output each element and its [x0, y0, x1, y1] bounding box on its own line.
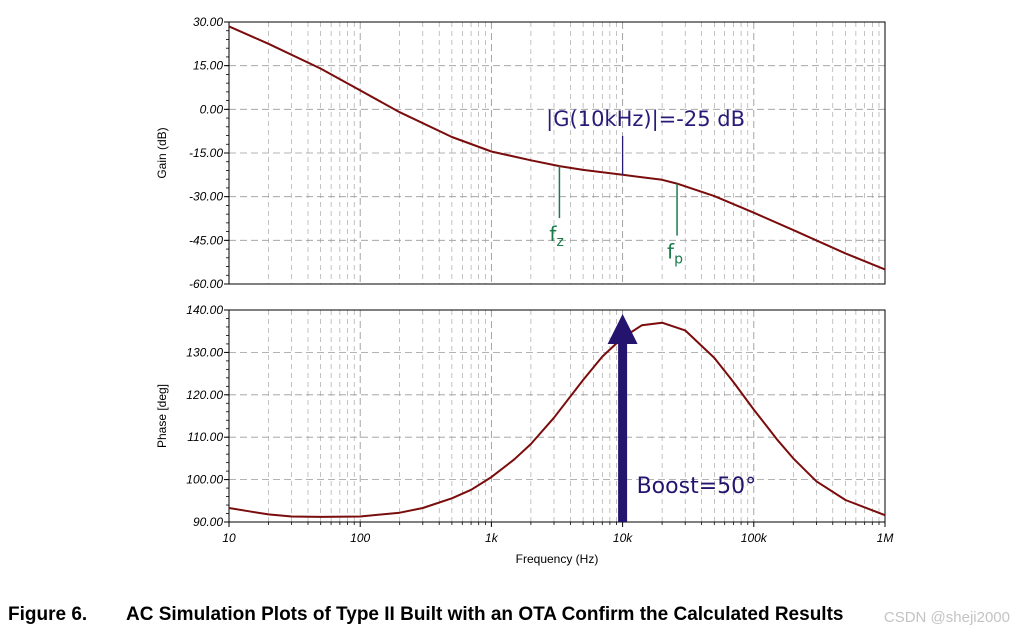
x-tick-label: 1k: [485, 531, 499, 545]
y-tick-label: 90.00: [193, 515, 223, 529]
x-axis-label: Frequency (Hz): [516, 552, 599, 566]
watermark: CSDN @sheji2000: [883, 609, 1010, 626]
x-tick-label: 100k: [741, 531, 768, 545]
gain-10khz-label: |G(10kHz)|=-25 dB: [546, 107, 745, 132]
phase-grid: [229, 310, 885, 522]
fp-label-sub: p: [674, 252, 683, 268]
y-tick-label: -30.00: [189, 190, 223, 204]
bode-plot: 30.00 15.00 0.00 -15.00 -30.00 -45.00 -60.00 G…: [155, 15, 893, 566]
boost-label: Boost=50°: [637, 474, 757, 499]
y-tick-label: 0.00: [200, 102, 224, 116]
phase-y-ticks: 140.00 130.00 120.00 110.00 100.00 90.00: [186, 303, 229, 529]
phase-axis-label: Phase [deg]: [155, 384, 169, 448]
gain-axis-label: Gain (dB): [155, 127, 169, 178]
gain-panel: 30.00 15.00 0.00 -15.00 -30.00 -45.00 -60.00 G…: [155, 15, 886, 291]
y-tick-label: -45.00: [189, 233, 223, 247]
x-tick-label: 100: [350, 531, 370, 545]
fz-label-sub: z: [556, 234, 563, 250]
figure-number: Figure 6.: [8, 604, 88, 625]
y-tick-label: 30.00: [193, 15, 223, 29]
x-tick-label: 1M: [877, 531, 894, 545]
y-tick-label: 100.00: [186, 473, 223, 487]
gain-y-ticks: 30.00 15.00 0.00 -15.00 -30.00 -45.00 -60.00: [189, 15, 229, 291]
y-tick-label: -15.00: [189, 146, 223, 160]
x-tick-label: 10: [222, 531, 236, 545]
boost-arrow-head: [607, 314, 638, 344]
fz-label: fz: [549, 222, 563, 250]
gain-curve: [229, 25, 885, 271]
y-tick-label: 120.00: [186, 388, 223, 402]
fz-label-main: f: [549, 222, 557, 246]
y-tick-label: 140.00: [186, 303, 223, 317]
phase-curve: [229, 321, 885, 518]
phase-panel: 140.00 130.00 120.00 110.00 100.00 90.00 Phas…: [155, 303, 886, 529]
y-tick-label: -60.00: [189, 277, 223, 291]
gain-grid: [229, 22, 885, 284]
fp-label-main: f: [667, 240, 675, 264]
phase-plot-frame: [228, 309, 886, 523]
figure-caption: Figure 6. AC Simulation Plots of Type II …: [8, 604, 1018, 626]
y-tick-label: 15.00: [193, 59, 223, 73]
fp-label: fp: [667, 240, 683, 268]
x-tick-label: 10k: [613, 531, 633, 545]
y-tick-label: 110.00: [187, 430, 223, 444]
y-tick-label: 130.00: [186, 345, 223, 359]
x-axis-ticks: 10 100 1k 10k 100k 1M: [222, 522, 893, 545]
figure-caption-text: AC Simulation Plots of Type II Built wit…: [126, 604, 844, 625]
